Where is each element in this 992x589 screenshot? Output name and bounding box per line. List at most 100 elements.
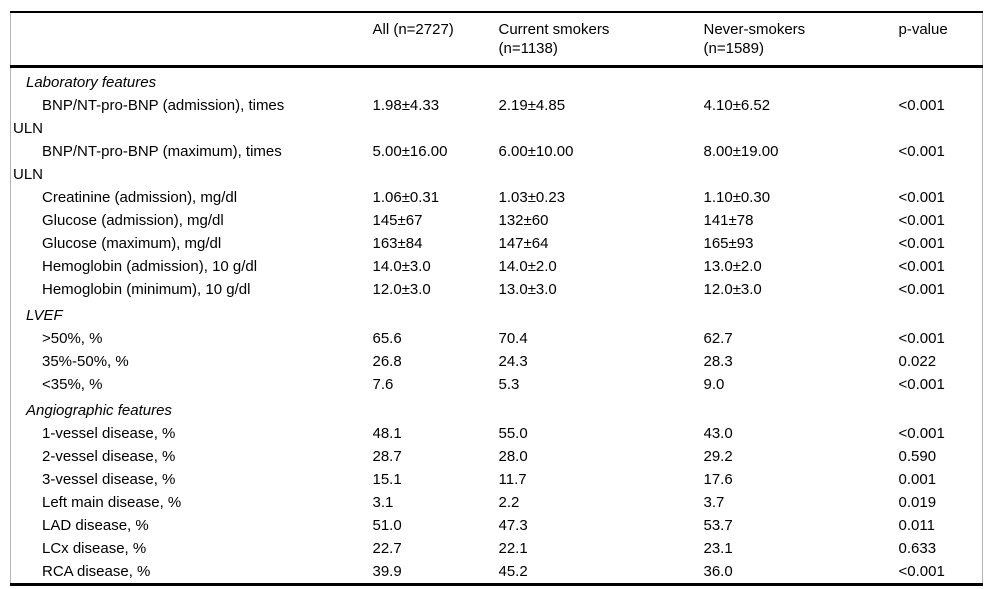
cell-never-smokers	[704, 396, 899, 422]
row-label: Glucose (admission), mg/dl	[42, 212, 224, 229]
cell-p-value: <0.001	[898, 563, 945, 580]
cell-all: 163±84	[372, 235, 423, 252]
row-label: LCx disease, %	[42, 540, 147, 557]
row-label: Hemoglobin (minimum), 10 g/dl	[42, 281, 251, 298]
clinical-characteristics-table: All (n=2727) Current smokers (n=1138) Ne…	[10, 11, 983, 586]
row-label: <35%, %	[42, 376, 103, 393]
cell-never-smokers: 141±78	[703, 212, 754, 229]
header-row: All (n=2727) Current smokers (n=1138) Ne…	[10, 12, 983, 68]
cell-p-value: 0.011	[898, 517, 935, 534]
cell-current-smokers: 28.0	[498, 448, 528, 465]
cell-never-smokers: 1.10±0.30	[703, 189, 771, 206]
column-header-p-value: p-value	[898, 12, 983, 68]
cell-never-smokers: 23.1	[703, 540, 733, 557]
cell-never-smokers: 8.00±19.00	[703, 143, 779, 160]
row-label: 35%-50%, %	[42, 353, 129, 370]
cell-current-smokers: 6.00±10.00	[498, 143, 574, 160]
cell-p-value	[899, 67, 983, 95]
cell-current-smokers: 2.2	[498, 494, 520, 511]
cell-never-smokers: 12.0±3.0	[703, 281, 762, 298]
cell-current-smokers: 5.3	[498, 376, 520, 393]
cell-current-smokers: 147±64	[498, 235, 549, 252]
cell-never-smokers	[704, 67, 899, 95]
table-row: 1-vessel disease, % 48.1 55.0 43.0 <0.001	[11, 422, 983, 445]
cell-all: 51.0	[372, 517, 402, 534]
cell-all: 65.6	[372, 330, 402, 347]
cell-current-smokers: 24.3	[498, 353, 528, 370]
row-label: Hemoglobin (admission), 10 g/dl	[42, 258, 258, 275]
table-row: >50%, % 65.6 70.4 62.7 <0.001	[11, 327, 983, 350]
cell-never-smokers: 3.7	[703, 494, 725, 511]
table-row: Hemoglobin (minimum), 10 g/dl 12.0±3.0 13.…	[11, 278, 983, 301]
cell-current-smokers: 22.1	[498, 540, 528, 557]
cell-all: 48.1	[372, 425, 402, 442]
cell-p-value: <0.001	[898, 425, 945, 442]
row-label: LAD disease, %	[42, 517, 149, 534]
cell-p-value: 0.022	[898, 353, 937, 370]
cell-all: 28.7	[372, 448, 402, 465]
cell-never-smokers: 4.10±6.52	[703, 97, 771, 114]
cell-all: 7.6	[372, 376, 394, 393]
cell-current-smokers: 1.03±0.23	[498, 189, 566, 206]
cell-p-value: <0.001	[898, 143, 945, 160]
row-label: Laboratory features	[26, 74, 157, 91]
cell-all: 1.98±4.33	[372, 97, 440, 114]
cell-all: 14.0±3.0	[372, 258, 431, 275]
row-label: RCA disease, %	[42, 563, 151, 580]
column-header-never-smokers: Never-smokers (n=1589)	[703, 12, 899, 68]
table-row: BNP/NT-pro-BNP (maximum), times ULN 5.00±…	[11, 140, 983, 186]
cell-p-value: 0.590	[898, 448, 937, 465]
cell-p-value: <0.001	[898, 97, 945, 114]
cell-all: 22.7	[372, 540, 402, 557]
table-row: LCx disease, % 22.7 22.1 23.1 0.633	[11, 537, 983, 560]
section-header-row: Angiographic features	[11, 396, 983, 422]
cell-current-smokers: 11.7	[498, 471, 527, 488]
cell-all	[373, 396, 499, 422]
cell-current-smokers	[499, 301, 704, 327]
column-header-current-smokers: Current smokers (n=1138)	[498, 12, 704, 68]
cell-current-smokers	[499, 396, 704, 422]
cell-never-smokers: 28.3	[703, 353, 733, 370]
cell-never-smokers: 9.0	[703, 376, 725, 393]
cell-never-smokers: 43.0	[703, 425, 733, 442]
table-row: 2-vessel disease, % 28.7 28.0 29.2 0.590	[11, 445, 983, 468]
row-label: >50%, %	[42, 330, 103, 347]
table-row: Hemoglobin (admission), 10 g/dl 14.0±3.0 1…	[11, 255, 983, 278]
section-header-row: LVEF	[11, 301, 983, 327]
table-row: 3-vessel disease, % 15.1 11.7 17.6 0.001	[11, 468, 983, 491]
row-label: 2-vessel disease, %	[42, 448, 176, 465]
cell-never-smokers: 62.7	[703, 330, 733, 347]
section-header-row: Laboratory features	[11, 67, 983, 95]
cell-all	[373, 301, 499, 327]
cell-all: 12.0±3.0	[372, 281, 431, 298]
table-row: 35%-50%, % 26.8 24.3 28.3 0.022	[11, 350, 983, 373]
cell-p-value: 0.019	[898, 494, 937, 511]
table-row: <35%, % 7.6 5.3 9.0 <0.001	[11, 373, 983, 396]
row-label: BNP/NT-pro-BNP (admission), times ULN	[13, 97, 285, 137]
cell-current-smokers	[499, 67, 704, 95]
cell-p-value: <0.001	[898, 281, 945, 298]
row-label: Left main disease, %	[42, 494, 182, 511]
row-label: 3-vessel disease, %	[42, 471, 176, 488]
row-label: BNP/NT-pro-BNP (maximum), times ULN	[13, 143, 282, 183]
table-row: Glucose (admission), mg/dl 145±67 132±60 14…	[11, 209, 983, 232]
cell-never-smokers: 29.2	[703, 448, 733, 465]
cell-p-value	[899, 396, 983, 422]
cell-never-smokers	[704, 301, 899, 327]
cell-p-value: <0.001	[898, 376, 945, 393]
cell-never-smokers: 36.0	[703, 563, 733, 580]
cell-current-smokers: 14.0±2.0	[498, 258, 557, 275]
cell-p-value: <0.001	[898, 330, 945, 347]
cell-all: 39.9	[372, 563, 402, 580]
cell-current-smokers: 55.0	[498, 425, 528, 442]
cell-all: 5.00±16.00	[372, 143, 448, 160]
cell-current-smokers: 132±60	[498, 212, 549, 229]
cell-all: 26.8	[372, 353, 402, 370]
cell-current-smokers: 2.19±4.85	[498, 97, 566, 114]
column-header-all: All (n=2727)	[372, 12, 499, 68]
cell-p-value: <0.001	[898, 258, 945, 275]
row-label: Glucose (maximum), mg/dl	[42, 235, 222, 252]
table-row: Left main disease, % 3.1 2.2 3.7 0.019	[11, 491, 983, 514]
row-label: Angiographic features	[26, 402, 172, 419]
column-header-empty	[10, 12, 373, 68]
